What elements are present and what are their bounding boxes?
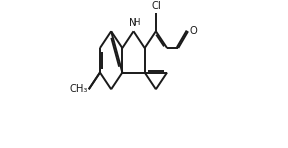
Text: Cl: Cl bbox=[151, 1, 161, 11]
Text: H: H bbox=[133, 18, 139, 27]
Text: CH₃: CH₃ bbox=[69, 84, 88, 94]
Text: O: O bbox=[189, 26, 197, 36]
Text: N: N bbox=[129, 18, 137, 28]
